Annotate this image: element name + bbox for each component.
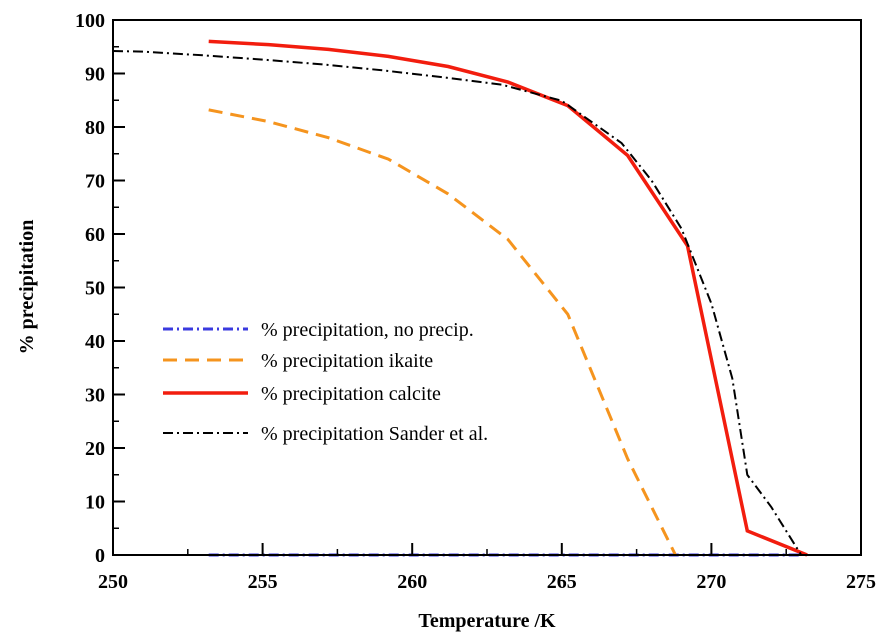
y-tick-label: 50	[85, 278, 105, 300]
y-tick-label: 30	[85, 385, 105, 407]
legend-label: % precipitation ikaite	[261, 350, 433, 372]
plot-lines	[112, 39, 808, 557]
x-tick-label: 260	[397, 571, 427, 593]
x-axis-label: Temperature /K	[418, 610, 556, 632]
y-tick-label: 40	[85, 331, 105, 353]
y-tick-label: 0	[95, 545, 105, 567]
x-tick-label: 270	[696, 571, 726, 593]
y-tick-label: 100	[75, 10, 105, 32]
y-tick-label: 90	[85, 64, 105, 86]
x-tick-label: 275	[846, 571, 876, 593]
legend-label: % precipitation Sander et al.	[261, 423, 488, 445]
y-tick-label: 20	[85, 438, 105, 460]
y-axis-label: % precipitation	[16, 220, 38, 355]
y-tick-label: 10	[85, 492, 105, 514]
series-line	[112, 50, 803, 556]
x-tick-label: 265	[547, 571, 577, 593]
legend: % precipitation, no precip. % precipitati…	[163, 319, 488, 445]
series-line	[208, 39, 808, 557]
x-axis: 250 255 260 265 270 275	[98, 543, 876, 593]
series-line	[208, 108, 677, 556]
x-tick-label: 255	[248, 571, 278, 593]
y-axis: 0 10 20 30 40 50 60 70 80 90 100	[75, 10, 125, 567]
y-tick-label: 70	[85, 171, 105, 193]
x-tick-label: 250	[98, 571, 128, 593]
legend-label: % precipitation, no precip.	[261, 319, 474, 341]
y-tick-label: 60	[85, 224, 105, 246]
y-tick-label: 80	[85, 117, 105, 139]
legend-label: % precipitation calcite	[261, 383, 441, 405]
